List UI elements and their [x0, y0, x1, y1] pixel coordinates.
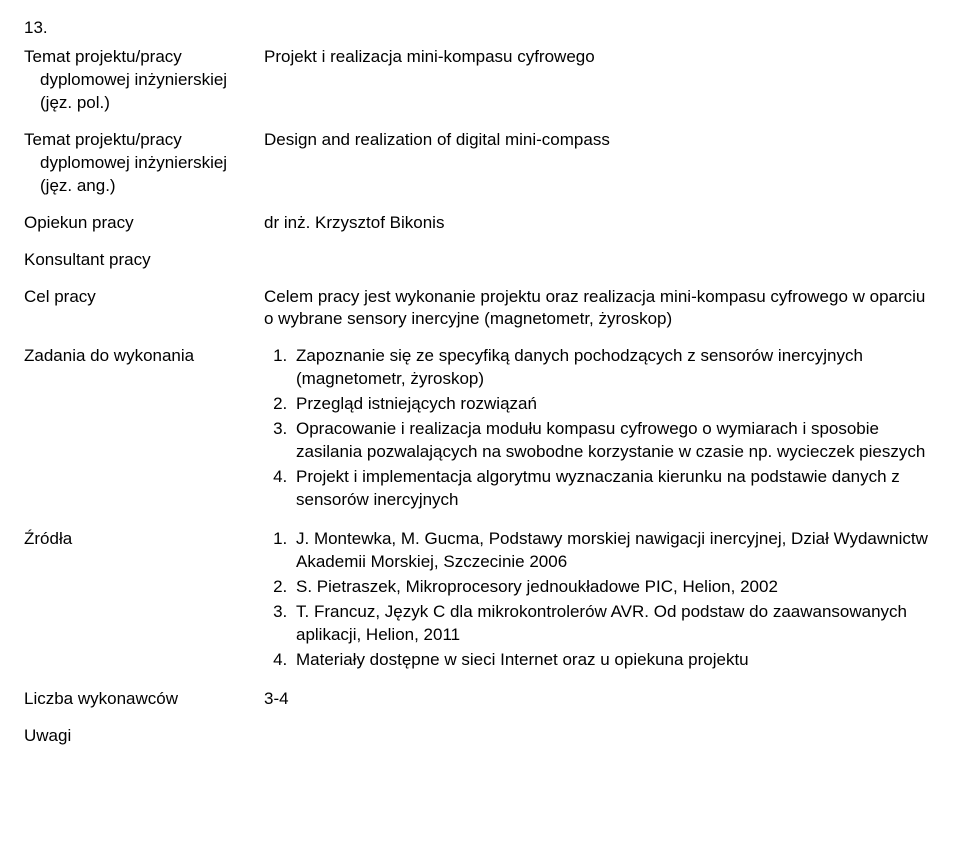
value-supervisor: dr inż. Krzysztof Bikonis [260, 208, 936, 245]
table-row: Uwagi [24, 721, 936, 758]
thesis-table: Temat projektu/pracy dyplomowej inżynier… [24, 42, 936, 757]
table-row: Źródła J. Montewka, M. Gucma, Podstawy m… [24, 524, 936, 684]
label-notes: Uwagi [24, 721, 260, 758]
table-row: Liczba wykonawców 3-4 [24, 684, 936, 721]
label-supervisor: Opiekun pracy [24, 208, 260, 245]
value-authors: 3-4 [260, 684, 936, 721]
label-topic-en: Temat projektu/pracy dyplomowej inżynier… [24, 125, 260, 208]
table-row: Opiekun pracy dr inż. Krzysztof Bikonis [24, 208, 936, 245]
document-page: 13. Temat projektu/pracy dyplomowej inży… [0, 0, 960, 797]
table-row: Cel pracy Celem pracy jest wykonanie pro… [24, 282, 936, 342]
value-consultant [260, 245, 936, 282]
list-item: Projekt i implementacja algorytmu wyznac… [292, 466, 930, 512]
list-item: J. Montewka, M. Gucma, Podstawy morskiej… [292, 528, 930, 574]
label-topic-pl: Temat projektu/pracy dyplomowej inżynier… [24, 42, 260, 125]
list-item: Opracowanie i realizacja modułu kompasu … [292, 418, 930, 464]
table-row: Temat projektu/pracy dyplomowej inżynier… [24, 42, 936, 125]
list-item: Zapoznanie się ze specyfiką danych pocho… [292, 345, 930, 391]
item-number: 13. [24, 18, 936, 38]
value-topic-en: Design and realization of digital mini-c… [260, 125, 936, 208]
label-tasks: Zadania do wykonania [24, 341, 260, 524]
value-sources: J. Montewka, M. Gucma, Podstawy morskiej… [260, 524, 936, 684]
list-item: Przegląd istniejących rozwiązań [292, 393, 930, 416]
label-goal: Cel pracy [24, 282, 260, 342]
list-item: S. Pietraszek, Mikroprocesory jednoukład… [292, 576, 930, 599]
value-topic-pl: Projekt i realizacja mini-kompasu cyfrow… [260, 42, 936, 125]
table-row: Konsultant pracy [24, 245, 936, 282]
list-item: T. Francuz, Język C dla mikrokontrolerów… [292, 601, 930, 647]
table-row: Zadania do wykonania Zapoznanie się ze s… [24, 341, 936, 524]
value-goal: Celem pracy jest wykonanie projektu oraz… [260, 282, 936, 342]
tasks-list: Zapoznanie się ze specyfiką danych pocho… [264, 345, 930, 512]
label-authors: Liczba wykonawców [24, 684, 260, 721]
label-consultant: Konsultant pracy [24, 245, 260, 282]
list-item: Materiały dostępne w sieci Internet oraz… [292, 649, 930, 672]
label-sources: Źródła [24, 524, 260, 684]
table-row: Temat projektu/pracy dyplomowej inżynier… [24, 125, 936, 208]
value-tasks: Zapoznanie się ze specyfiką danych pocho… [260, 341, 936, 524]
sources-list: J. Montewka, M. Gucma, Podstawy morskiej… [264, 528, 930, 672]
value-notes [260, 721, 936, 758]
